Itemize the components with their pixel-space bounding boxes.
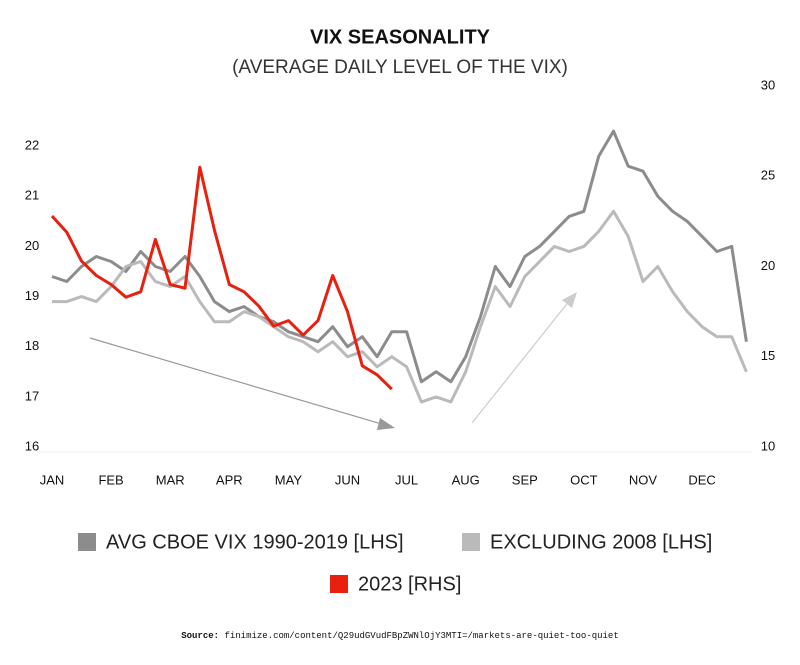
y-tick-label: 19 — [25, 288, 39, 303]
y-tick-label: 21 — [25, 188, 39, 203]
x-tick-label: JUL — [395, 472, 418, 487]
legend-label: EXCLUDING 2008 [LHS] — [490, 531, 712, 553]
series-line — [52, 209, 748, 404]
arrow-down — [89, 337, 386, 426]
x-tick-label: NOV — [629, 472, 658, 487]
x-tick-label: JAN — [40, 472, 65, 487]
y-tick-label: 20 — [25, 238, 39, 253]
x-tick-label: APR — [216, 472, 243, 487]
x-tick-label: FEB — [98, 472, 123, 487]
legend-label: 2023 [RHS] — [358, 573, 461, 595]
y-tick-label: 18 — [25, 338, 39, 353]
legend-swatch — [462, 533, 480, 551]
x-tick-label: MAY — [275, 472, 303, 487]
y2-tick-label: 15 — [761, 348, 775, 363]
y-tick-label: 22 — [25, 138, 39, 153]
legend-swatch — [330, 575, 348, 593]
series-line — [51, 129, 748, 384]
legend-swatch — [78, 533, 96, 551]
source: Source: finimize.com/content/Q29udGVudFB… — [181, 631, 618, 641]
arrow-up — [471, 299, 571, 424]
y-tick-label: 17 — [25, 388, 39, 403]
y2-tick-label: 20 — [761, 258, 775, 273]
x-tick-label: OCT — [570, 472, 598, 487]
x-tick-label: SEP — [512, 472, 538, 487]
x-tick-label: JUN — [335, 472, 360, 487]
x-tick-label: DEC — [688, 472, 715, 487]
legend-label: AVG CBOE VIX 1990-2019 [LHS] — [106, 531, 404, 553]
chart-title: VIX SEASONALITY — [310, 26, 491, 48]
x-tick-label: AUG — [452, 472, 480, 487]
x-tick-label: MAR — [156, 472, 185, 487]
y2-tick-label: 30 — [761, 77, 775, 92]
y2-tick-label: 25 — [761, 168, 775, 183]
chart-subtitle: (AVERAGE DAILY LEVEL OF THE VIX) — [232, 57, 568, 78]
y-tick-label: 16 — [25, 438, 39, 453]
y2-tick-label: 10 — [761, 438, 775, 453]
source-label: Source: — [181, 631, 219, 641]
arrows — [89, 292, 577, 430]
arrowhead — [562, 292, 577, 308]
arrowhead — [377, 418, 395, 430]
source-url: finimize.com/content/Q29udGVudFBpZWNlOjY… — [224, 631, 618, 641]
series-line — [50, 165, 393, 391]
